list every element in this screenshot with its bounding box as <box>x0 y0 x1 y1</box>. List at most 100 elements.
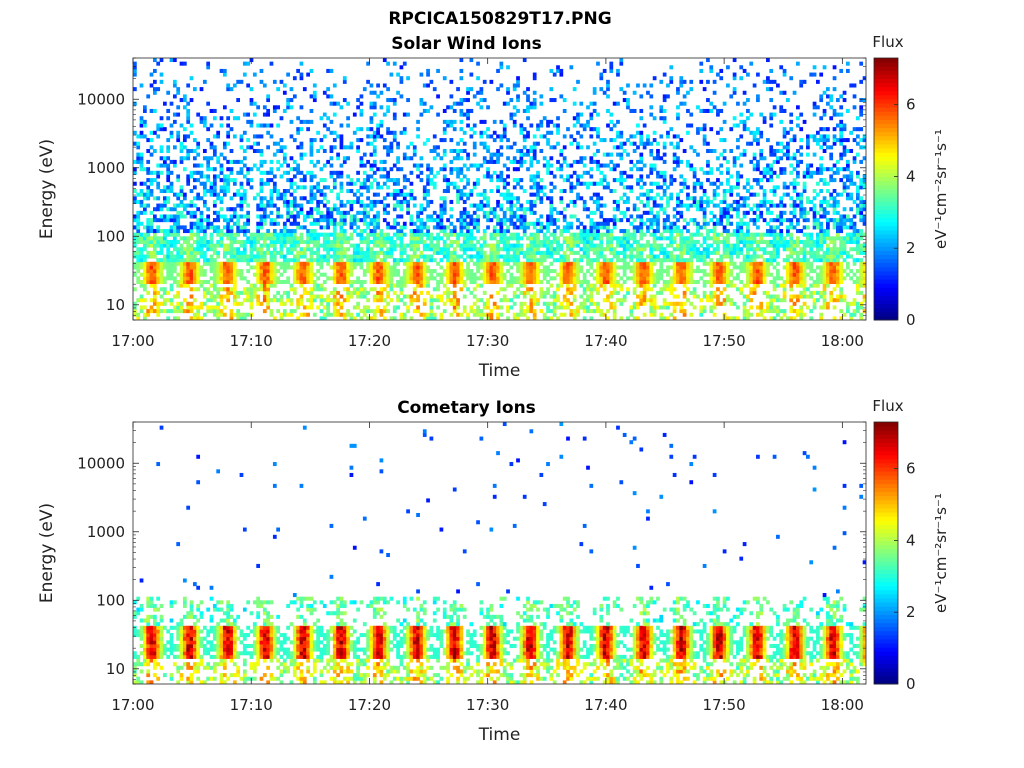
heatmap-cell <box>372 130 377 135</box>
heatmap-cell <box>549 207 554 212</box>
heatmap-cell <box>336 210 340 215</box>
heatmap-cell <box>412 229 417 234</box>
heatmap-cell <box>146 225 151 230</box>
heatmap-cell <box>516 258 520 263</box>
heatmap-cell <box>336 192 340 197</box>
heatmap-cell <box>499 269 504 274</box>
heatmap-cell <box>219 199 224 204</box>
heatmap-cell <box>152 239 157 244</box>
heatmap-cell <box>382 287 387 292</box>
heatmap-cell <box>599 243 604 248</box>
heatmap-cell <box>592 87 597 92</box>
heatmap-cell <box>596 163 600 168</box>
heatmap-cell <box>369 199 374 204</box>
heatmap-cell <box>602 225 607 230</box>
heatmap-cell <box>406 112 410 117</box>
heatmap-cell <box>602 279 607 285</box>
heatmap-cell <box>576 279 580 285</box>
heatmap-cell <box>546 225 550 230</box>
heatmap-cell <box>339 301 344 306</box>
heatmap-cell <box>349 225 354 230</box>
heatmap-cell <box>169 181 174 186</box>
heatmap-cell <box>636 207 640 212</box>
heatmap-cell <box>332 178 337 183</box>
heatmap-cell <box>506 90 510 95</box>
heatmap-cell <box>522 229 527 234</box>
heatmap-cell <box>609 261 614 266</box>
heatmap-cell <box>182 236 187 241</box>
heatmap-cell <box>419 279 424 285</box>
heatmap-cell <box>522 265 527 270</box>
heatmap-cell <box>222 312 227 317</box>
heatmap-cell <box>242 239 247 244</box>
heatmap-cell <box>559 258 564 263</box>
heatmap-cell <box>496 134 500 139</box>
heatmap-cell <box>372 250 377 255</box>
heatmap-cell <box>642 145 647 150</box>
heatmap-cell <box>519 221 524 226</box>
heatmap-cell <box>169 159 174 164</box>
heatmap-cell <box>312 83 317 88</box>
heatmap-cell <box>626 105 630 110</box>
heatmap-cell <box>219 243 224 248</box>
heatmap-cell <box>359 185 364 190</box>
heatmap-cell <box>319 225 324 230</box>
heatmap-cell <box>182 261 187 266</box>
heatmap-cell <box>649 265 654 270</box>
heatmap-cell <box>496 265 500 270</box>
heatmap-cell <box>272 276 277 281</box>
heatmap-cell <box>182 156 187 161</box>
heatmap-cell <box>359 159 364 164</box>
heatmap-cell <box>516 98 520 103</box>
heatmap-cell <box>442 203 447 208</box>
heatmap-cell <box>489 309 494 314</box>
heatmap-cell <box>209 265 214 270</box>
heatmap-cell <box>139 192 144 197</box>
heatmap-cell <box>512 203 517 208</box>
heatmap-cell <box>412 243 417 248</box>
heatmap-cell <box>149 269 154 274</box>
heatmap-cell <box>626 174 630 179</box>
heatmap-cell <box>632 254 637 259</box>
heatmap-cell <box>332 294 337 299</box>
heatmap-cell <box>252 265 257 270</box>
heatmap-cell <box>266 272 270 277</box>
heatmap-cell <box>169 272 174 277</box>
heatmap-cell <box>476 218 480 223</box>
heatmap-cell <box>169 283 174 288</box>
heatmap-cell <box>459 138 464 143</box>
heatmap-cell <box>156 181 161 186</box>
heatmap-cell <box>386 269 390 274</box>
heatmap-cell <box>672 221 677 226</box>
heatmap-cell <box>436 218 440 223</box>
heatmap-cell <box>252 272 257 277</box>
heatmap-cell <box>456 236 460 241</box>
heatmap-cell <box>389 192 394 197</box>
heatmap-cell <box>256 279 261 285</box>
heatmap-cell <box>639 301 644 306</box>
heatmap-cell <box>496 290 500 295</box>
heatmap-cell <box>296 301 300 306</box>
heatmap-cell <box>659 134 664 139</box>
heatmap-cell <box>646 218 650 223</box>
heatmap-cell <box>246 178 251 183</box>
heatmap-cell <box>622 199 627 204</box>
heatmap-cell <box>362 269 367 274</box>
heatmap-cell <box>656 229 660 234</box>
heatmap-cell <box>566 261 570 266</box>
heatmap-cell <box>332 221 337 226</box>
heatmap-cell <box>676 163 680 168</box>
heatmap-cell <box>519 312 524 317</box>
heatmap-cell <box>619 61 624 66</box>
heatmap-cell <box>216 269 221 274</box>
heatmap-cell <box>299 298 304 303</box>
heatmap-cell <box>316 283 320 288</box>
heatmap-cell <box>402 185 407 190</box>
heatmap-cell <box>589 210 594 215</box>
heatmap-cell <box>406 261 410 266</box>
heatmap-cell <box>596 269 600 274</box>
heatmap-cell <box>192 269 197 274</box>
heatmap-cell <box>316 185 320 190</box>
panel-1: 17:00 17:10 17:20 17:30 17:40 17:50 18:0010100… <box>37 33 950 381</box>
heatmap-cell <box>532 185 537 190</box>
